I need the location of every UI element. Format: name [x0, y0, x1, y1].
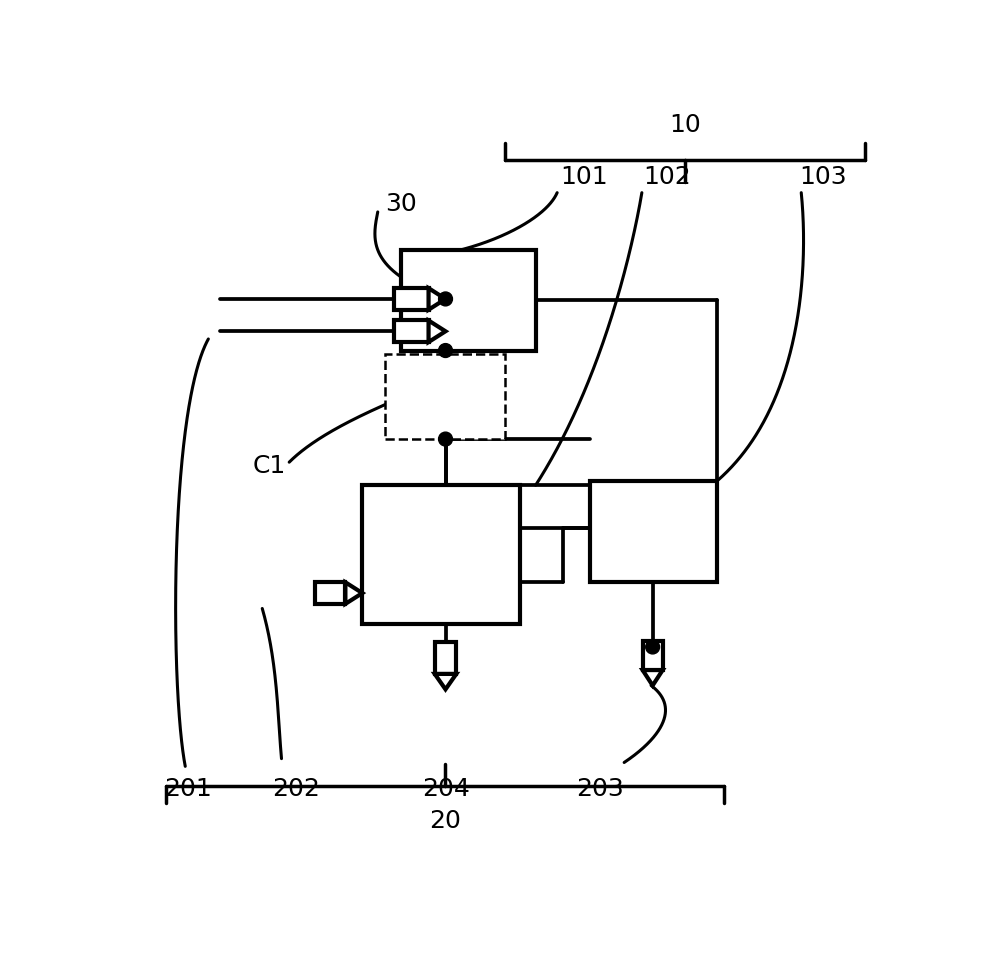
Bar [385, 355, 505, 439]
Bar [643, 641, 663, 670]
Circle shape [646, 640, 660, 654]
Bar [315, 582, 345, 603]
Text: 201: 201 [164, 777, 212, 801]
Text: 10: 10 [669, 113, 701, 137]
Text: 30: 30 [385, 192, 417, 216]
Circle shape [439, 432, 452, 446]
Polygon shape [435, 674, 456, 689]
Text: 203: 203 [576, 777, 623, 801]
Text: 20: 20 [429, 809, 461, 833]
Polygon shape [345, 582, 362, 603]
Text: 204: 204 [422, 777, 470, 801]
Bar [394, 320, 429, 342]
Polygon shape [429, 288, 446, 309]
Bar [394, 288, 429, 309]
Bar [435, 642, 456, 674]
Bar [362, 485, 520, 624]
Text: 102: 102 [643, 165, 691, 189]
Text: 202: 202 [272, 777, 320, 801]
Text: 103: 103 [799, 165, 847, 189]
Polygon shape [643, 670, 663, 685]
Bar [590, 481, 717, 581]
Text: C1: C1 [252, 454, 285, 478]
Circle shape [439, 343, 452, 358]
Circle shape [439, 292, 452, 306]
Bar [401, 251, 536, 351]
Polygon shape [429, 320, 446, 342]
Text: 101: 101 [560, 165, 608, 189]
